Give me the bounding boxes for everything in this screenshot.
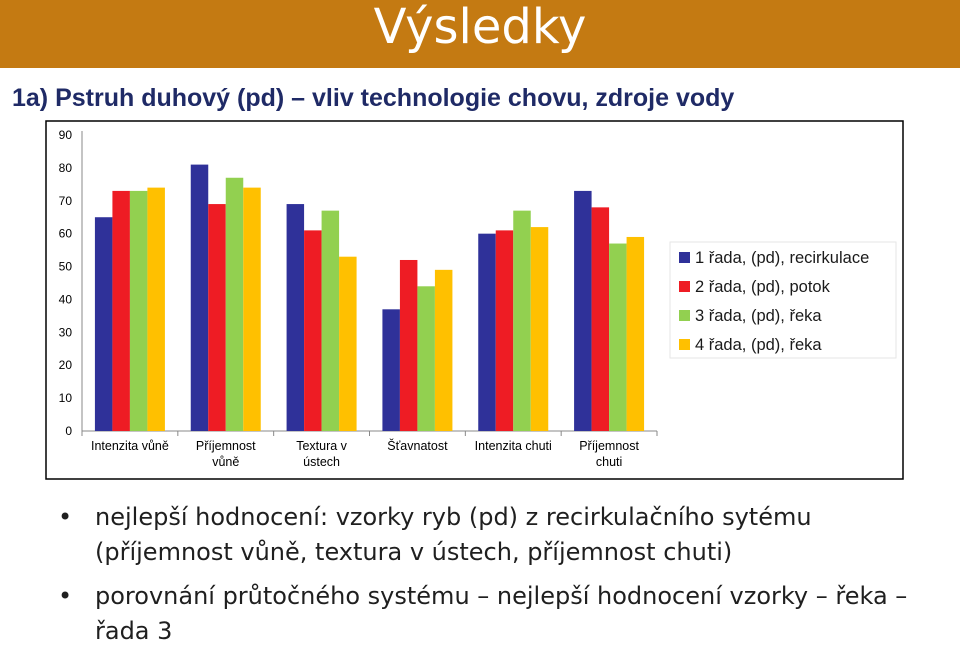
bar-3-3 — [321, 210, 340, 431]
legend-box — [669, 241, 897, 359]
y-tick-label: 20 — [59, 358, 73, 372]
bar-2-1 — [112, 190, 130, 431]
legend-swatch-3 — [679, 310, 690, 321]
bullet-list: nejlepší hodnocení: vzorky ryb (pd) z re… — [58, 500, 938, 658]
bar-2-5 — [495, 230, 514, 431]
x-category-label: ústech — [303, 455, 340, 469]
bar-2-6 — [591, 207, 610, 431]
x-category-label: Příjemnost — [579, 439, 639, 453]
x-category-label: Šťavnatost — [387, 438, 448, 453]
legend-label-4: 4 řada, (pd), řeka — [695, 336, 822, 354]
bar-chart: 90 80 70 60 50 40 30 20 10 0 Intenzita vůně Příjemn… — [45, 120, 904, 480]
x-category-label: Příjemnost — [196, 439, 256, 453]
bar-4-1 — [147, 187, 165, 431]
slide-subtitle: 1a) Pstruh duhový (pd) – vliv technologi… — [12, 84, 735, 112]
bar-3-6 — [609, 243, 627, 431]
bar-4-4 — [434, 269, 453, 431]
slide-title: Výsledky — [373, 0, 587, 55]
x-category-label: chuti — [596, 455, 622, 469]
bar-1-1 — [94, 217, 113, 431]
y-tick-label: 90 — [59, 128, 73, 142]
bar-4-5 — [530, 227, 549, 431]
y-tick-label: 10 — [59, 391, 73, 405]
bar-3-2 — [225, 177, 244, 431]
title-banner: Výsledky — [0, 0, 960, 68]
legend-label-1: 1 řada, (pd), recirkulace — [695, 249, 869, 267]
bar-4-3 — [339, 256, 357, 431]
y-tick-label: 80 — [59, 161, 73, 175]
bar-2-3 — [304, 230, 322, 431]
legend-label-2: 2 řada, (pd), potok — [695, 278, 831, 296]
x-category-label: Textura v — [296, 439, 347, 453]
legend-swatch-1 — [679, 252, 690, 263]
bar-1-6 — [574, 190, 592, 431]
x-category-label: Intenzita chuti — [475, 439, 552, 453]
bar-1-3 — [286, 204, 305, 431]
x-category-label: vůně — [212, 455, 239, 469]
bar-1-5 — [478, 233, 496, 431]
bar-2-4 — [399, 259, 418, 431]
bar-3-1 — [129, 190, 148, 431]
x-category-label: Intenzita vůně — [91, 439, 169, 453]
bar-1-4 — [382, 309, 400, 431]
bullet-item-1: nejlepší hodnocení: vzorky ryb (pd) z re… — [58, 500, 938, 570]
bar-4-6 — [626, 236, 645, 431]
y-tick-label: 50 — [59, 260, 73, 274]
bar-1-2 — [190, 164, 209, 431]
bar-2-2 — [208, 204, 226, 431]
bar-3-5 — [513, 210, 531, 431]
y-tick-label: 70 — [59, 194, 73, 208]
y-tick-label: 40 — [59, 292, 73, 306]
bar-3-4 — [417, 286, 435, 431]
bar-4-2 — [243, 187, 261, 431]
legend-swatch-2 — [679, 281, 690, 292]
bullet-item-2: porovnání průtočného systému – nejlepší … — [58, 579, 938, 649]
legend-swatch-4 — [679, 339, 690, 350]
legend-label-3: 3 řada, (pd), řeka — [695, 307, 822, 325]
y-tick-label: 60 — [59, 227, 73, 241]
y-tick-label: 0 — [65, 424, 72, 438]
y-tick-label: 30 — [59, 325, 73, 339]
